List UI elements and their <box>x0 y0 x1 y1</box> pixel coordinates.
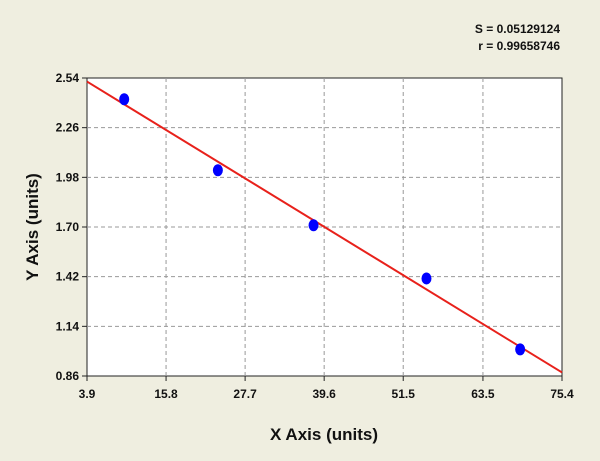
x-tick-label: 51.5 <box>392 387 416 401</box>
x-tick-label: 63.5 <box>471 387 495 401</box>
x-axis-label: X Axis (units) <box>270 425 378 444</box>
y-tick-label: 2.54 <box>56 71 80 85</box>
y-tick-label: 1.42 <box>56 270 80 284</box>
data-point <box>308 219 319 232</box>
data-point <box>515 343 526 356</box>
x-tick-label: 3.9 <box>79 387 96 401</box>
y-tick-label: 1.14 <box>56 319 80 333</box>
y-tick-label: 1.98 <box>56 170 80 184</box>
data-point <box>119 93 130 106</box>
x-tick-label: 75.4 <box>550 387 574 401</box>
y-axis-label: Y Axis (units) <box>23 173 42 281</box>
x-tick-label: 39.6 <box>312 387 336 401</box>
fit-line <box>86 80 563 374</box>
data-point <box>421 272 432 285</box>
x-tick-label: 15.8 <box>154 387 178 401</box>
y-tick-label: 2.26 <box>56 121 80 135</box>
annotation: S = 0.05129124 <box>475 22 560 36</box>
y-tick-label: 1.70 <box>56 220 80 234</box>
x-tick-label: 27.7 <box>233 387 257 401</box>
data-point <box>212 164 223 177</box>
annotation: r = 0.99658746 <box>478 39 560 53</box>
y-tick-label: 0.86 <box>56 369 80 383</box>
